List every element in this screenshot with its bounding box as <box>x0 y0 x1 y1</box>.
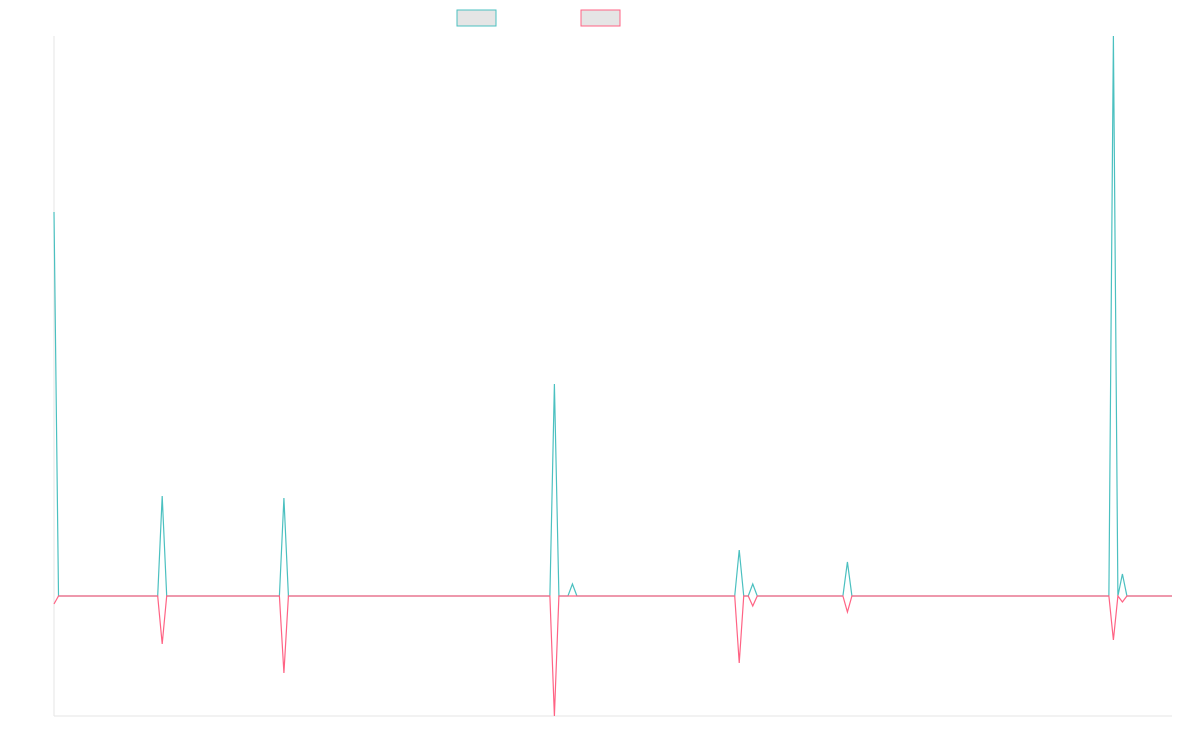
series-line <box>53 35 1172 597</box>
series-line <box>53 594 1172 717</box>
legend-swatch[interactable] <box>580 9 621 27</box>
legend-swatch[interactable] <box>456 9 497 27</box>
